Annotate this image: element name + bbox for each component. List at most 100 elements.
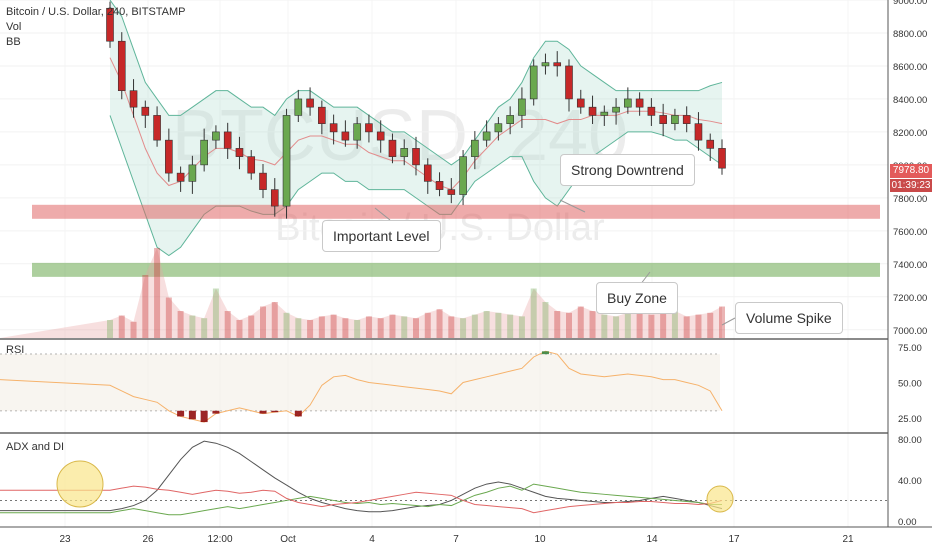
price-tick-label: 7600.00 xyxy=(893,227,927,238)
candle-body xyxy=(682,115,691,124)
candle-body xyxy=(624,98,632,108)
volume-bar xyxy=(295,318,302,338)
rsi-oversold-fill xyxy=(294,410,302,417)
candle-body xyxy=(518,98,526,116)
volume-bar xyxy=(307,320,314,338)
candle-body xyxy=(141,106,150,116)
time-tick-label: 12:00 xyxy=(207,534,232,545)
candle-body xyxy=(400,148,409,157)
volume-bar xyxy=(413,318,419,338)
volume-bar xyxy=(566,312,572,338)
candle-body xyxy=(659,115,667,124)
volume-bar xyxy=(318,316,325,338)
candle-body xyxy=(329,123,338,133)
volume-bar xyxy=(224,311,231,338)
volume-bar xyxy=(483,311,490,338)
price-tick-label: 8200.00 xyxy=(893,128,927,139)
volume-bar xyxy=(271,302,278,338)
rsi-tick-label: 50.00 xyxy=(898,378,922,389)
adx-tick-label: 0.00 xyxy=(898,517,917,528)
candle-body xyxy=(565,65,573,100)
candle-body xyxy=(541,62,550,67)
callout-pointer xyxy=(721,317,736,326)
buy-zone-band xyxy=(32,262,880,277)
rsi-tick-label: 25.00 xyxy=(898,414,922,425)
axes: 9000.008800.008600.008400.008200.008000.… xyxy=(59,0,927,545)
price-tick-label: 9000.00 xyxy=(893,0,927,7)
volume-bar xyxy=(648,314,655,338)
volume-bar xyxy=(507,314,514,338)
candle-body xyxy=(212,131,220,141)
volume-bar xyxy=(330,314,337,338)
countdown-badge: 01:39:23 xyxy=(890,179,932,192)
volume-bar xyxy=(248,315,255,338)
volume-bar xyxy=(518,316,525,338)
rsi-oversold-fill xyxy=(200,410,208,423)
rsi-tick-label: 75.00 xyxy=(898,343,922,354)
candle-body xyxy=(412,148,420,166)
adx-highlight-circle-left xyxy=(56,460,104,508)
volume-bar xyxy=(624,312,631,338)
volume-bar xyxy=(389,314,396,338)
volume-bar xyxy=(142,275,149,338)
adx-indicator-label[interactable]: ADX and DI xyxy=(6,441,65,453)
rsi-overbought-fill xyxy=(541,351,549,355)
volume-bar xyxy=(671,311,678,338)
bb-indicator-label[interactable]: BB xyxy=(6,36,21,48)
volume-bar xyxy=(471,314,478,338)
candle-body xyxy=(435,181,444,190)
volume-spike-callout[interactable]: Volume Spike xyxy=(735,302,843,334)
candle-body xyxy=(165,139,173,174)
volume-bar xyxy=(436,309,443,338)
candle-body xyxy=(576,98,585,108)
last-price-badge: 7978.80 xyxy=(890,164,932,178)
candle-body xyxy=(588,106,597,116)
candles xyxy=(106,1,726,219)
volume-bar xyxy=(401,316,408,338)
vol-indicator-label[interactable]: Vol xyxy=(6,21,22,33)
candle-body xyxy=(176,172,185,182)
volume-bar xyxy=(601,314,608,338)
volume-bar xyxy=(130,321,137,338)
rsi-band xyxy=(0,354,720,411)
volume-bar xyxy=(424,312,431,338)
buy-zone-callout[interactable]: Buy Zone xyxy=(596,282,678,314)
volume-bar xyxy=(118,315,125,338)
important-level-callout[interactable]: Important Level xyxy=(322,220,441,252)
time-tick-label: 10 xyxy=(534,534,546,545)
candle-body xyxy=(318,106,326,124)
rsi-indicator-label[interactable]: RSI xyxy=(6,344,25,356)
candle-body xyxy=(365,123,373,133)
candle-body xyxy=(635,98,644,108)
volume-bar xyxy=(660,312,667,338)
adx-series-line xyxy=(0,483,722,516)
candle-body xyxy=(553,62,562,67)
candle-body xyxy=(494,123,503,133)
rsi-oversold-fill xyxy=(271,410,279,413)
candle-body xyxy=(388,139,397,157)
time-tick-label: 23 xyxy=(59,534,71,545)
adx-pane[interactable] xyxy=(0,434,888,526)
candle-body xyxy=(117,40,126,91)
callout-pointer xyxy=(374,207,391,221)
time-tick-label: 7 xyxy=(453,534,459,545)
volume-bar xyxy=(683,316,690,338)
candle-body xyxy=(282,115,291,207)
volume-bar xyxy=(460,318,467,338)
candle-body xyxy=(671,115,679,124)
price-tick-label: 7000.00 xyxy=(893,326,927,337)
volume-bars xyxy=(0,248,725,338)
zones xyxy=(32,204,880,277)
candle-body xyxy=(647,106,656,116)
candle-body xyxy=(423,164,432,182)
candle-body xyxy=(706,139,715,149)
volume-area xyxy=(0,248,722,338)
time-tick-label: 17 xyxy=(728,534,740,545)
volume-bar xyxy=(342,318,349,338)
volume-bar xyxy=(636,311,643,338)
strong-downtrend-callout[interactable]: Strong Downtrend xyxy=(560,154,695,186)
candle-body xyxy=(341,131,350,141)
adx-tick-label: 40.00 xyxy=(898,476,922,487)
